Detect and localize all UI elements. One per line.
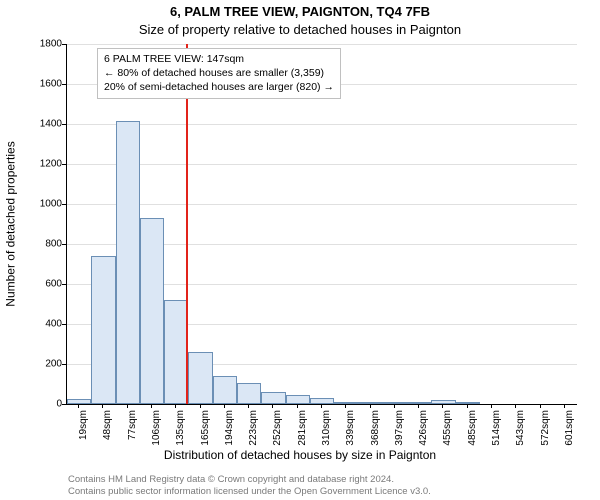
y-tick-label: 200 <box>0 359 62 370</box>
histogram-bar <box>213 376 237 404</box>
histogram-bar <box>334 402 358 404</box>
footer-line-2: Contains public sector information licen… <box>68 486 431 498</box>
histogram-bar <box>188 352 212 404</box>
histogram-bar <box>286 395 310 404</box>
annotation-line-3: 20% of semi-detached houses are larger (… <box>104 80 334 94</box>
x-axis-label: Distribution of detached houses by size … <box>0 448 600 462</box>
chart-container: 6, PALM TREE VIEW, PAIGNTON, TQ4 7FB Siz… <box>0 0 600 500</box>
chart-subtitle: Size of property relative to detached ho… <box>0 22 600 37</box>
histogram-bar <box>383 402 407 404</box>
chart-title-address: 6, PALM TREE VIEW, PAIGNTON, TQ4 7FB <box>0 4 600 19</box>
annotation-line-1: 6 PALM TREE VIEW: 147sqm <box>104 52 334 66</box>
footer-attribution: Contains HM Land Registry data © Crown c… <box>68 474 431 498</box>
y-tick-label: 1600 <box>0 79 62 90</box>
annotation-line-2: ← 80% of detached houses are smaller (3,… <box>104 66 334 80</box>
histogram-bar <box>431 400 455 404</box>
y-tick-label: 400 <box>0 319 62 330</box>
y-tick-label: 0 <box>0 399 62 410</box>
histogram-bar <box>237 383 261 404</box>
histogram-bar <box>116 121 140 404</box>
histogram-bar <box>358 402 382 404</box>
histogram-bar <box>67 399 91 404</box>
histogram-bar <box>456 402 480 404</box>
histogram-bar <box>261 392 285 404</box>
histogram-bar <box>91 256 115 404</box>
y-tick-label: 1400 <box>0 119 62 130</box>
plot-area: 6 PALM TREE VIEW: 147sqm ← 80% of detach… <box>66 44 577 405</box>
y-tick-label: 600 <box>0 279 62 290</box>
histogram-bar <box>407 402 431 404</box>
y-axis-label: Number of detached properties <box>4 44 18 404</box>
histogram-bar <box>140 218 164 404</box>
y-tick-label: 1800 <box>0 39 62 50</box>
footer-line-1: Contains HM Land Registry data © Crown c… <box>68 474 431 486</box>
annotation-box: 6 PALM TREE VIEW: 147sqm ← 80% of detach… <box>97 48 341 99</box>
y-tick-label: 1000 <box>0 199 62 210</box>
y-tick-label: 800 <box>0 239 62 250</box>
y-tick-label: 1200 <box>0 159 62 170</box>
histogram-bar <box>164 300 188 404</box>
